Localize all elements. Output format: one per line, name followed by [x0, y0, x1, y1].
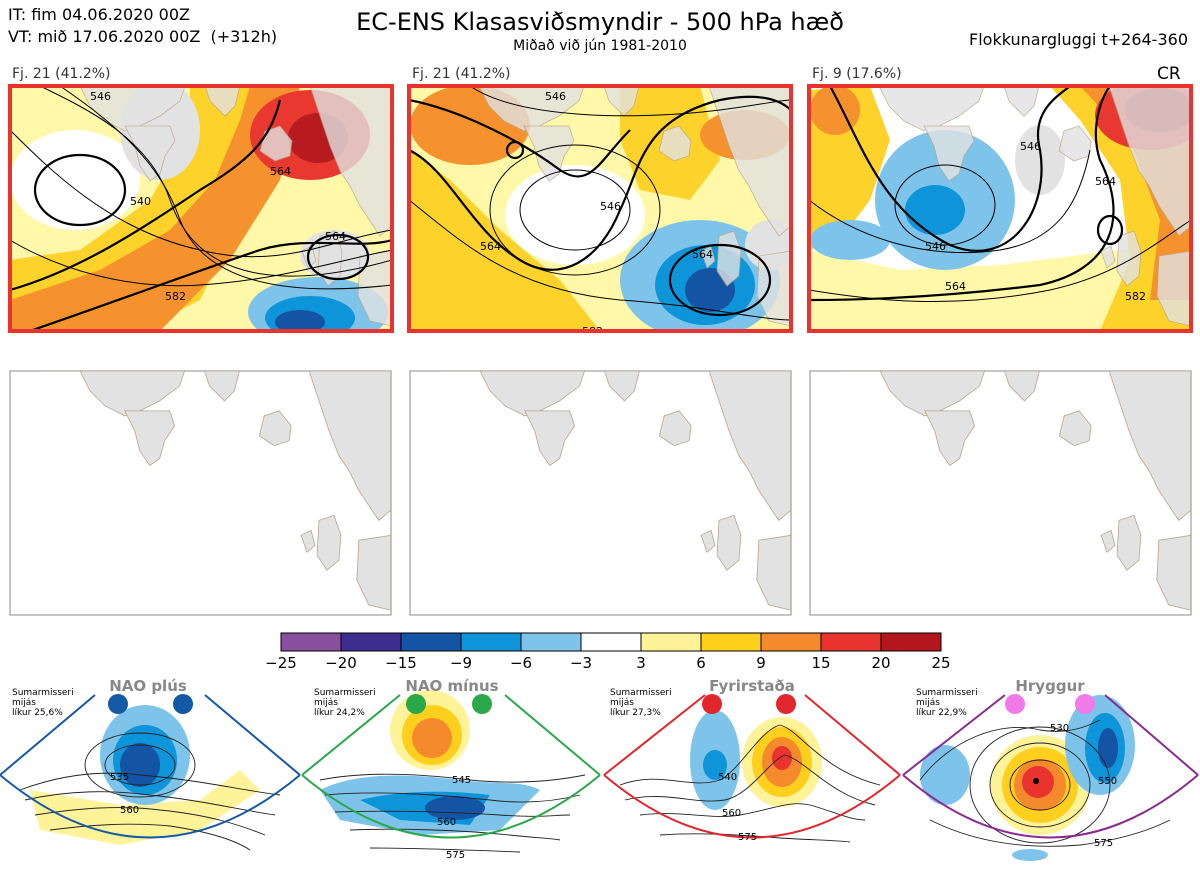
regime-3-title: Fyrirstaða: [709, 677, 795, 695]
colorbar-swatch: [880, 632, 942, 652]
p2-contour-label-a: 546: [545, 90, 566, 103]
colorbar-swatch: [640, 632, 702, 652]
colorbar-tick-label: −20: [325, 654, 357, 672]
colorbar-tick-label: −25: [265, 654, 297, 672]
colorbar-swatch: [460, 632, 522, 652]
cluster-map-3: 546 564 564 582 546: [809, 86, 1191, 331]
colorbar-swatch: [400, 632, 462, 652]
init-time: IT: fim 04.06.2020 00Z: [8, 5, 190, 24]
regime-2-contour-a: 545: [452, 775, 471, 786]
p1-contour-label-b: 564: [270, 165, 291, 178]
regime-4-dot-right: [1075, 694, 1095, 714]
regime-1-info: Sumarmisseri mijás líkur 25,6%: [12, 688, 74, 718]
regime-1-contour-a: 535: [110, 772, 129, 783]
p3-contour-label-e: 546: [1020, 140, 1041, 153]
p3-contour-label-a: 546: [925, 240, 946, 253]
cluster-map-1-frame: [8, 84, 394, 333]
regime-2-info: Sumarmisseri mijás líkur 24,2%: [314, 688, 376, 718]
regime-3-dot-right: [776, 694, 796, 714]
regime-4-contour-a: 530: [1050, 723, 1069, 734]
valid-time: VT: mið 17.06.2020 00Z (+312h): [8, 27, 278, 46]
panel-1-label: Fj. 21 (41.2%): [12, 66, 111, 82]
colorbar-tick-label: −3: [570, 654, 592, 672]
panel-2-label: Fj. 21 (41.2%): [412, 66, 511, 82]
empty-map-3: [809, 370, 1192, 616]
regime-4-contour-c: 575: [1094, 838, 1113, 849]
regime-1-dot-right: [173, 694, 193, 714]
header-dates: IT: fim 04.06.2020 00Z VT: mið 17.06.2020…: [8, 4, 277, 48]
regime-2-contour-c: 575: [446, 850, 465, 861]
colorbar-tick-label: 6: [696, 654, 706, 672]
p3-contour-label-b: 564: [945, 280, 966, 293]
regime-2-contour-b: 560: [437, 817, 456, 828]
regime-nao-plus: NAO plús 535 560: [0, 677, 301, 871]
colorbar-tick-label: −15: [385, 654, 417, 672]
colorbar-swatch: [340, 632, 402, 652]
colorbar-swatch: [280, 632, 342, 652]
regime-4-contour-b: 550: [1098, 776, 1117, 787]
page-subtitle: Miðað við jún 1981-2010: [513, 38, 687, 54]
cluster-map-1: 546 564 582 564 540: [10, 86, 392, 331]
regime-1-title: NAO plús: [109, 677, 187, 695]
colorbar-tick-label: 3: [636, 654, 646, 672]
colorbar-swatch: [520, 632, 582, 652]
regime-blocking: Fyrirstaða 540 560 575: [603, 677, 901, 871]
regime-4-title: Hryggur: [1015, 677, 1085, 695]
regime-2-title: NAO mínus: [405, 677, 498, 695]
regime-3-contour-c: 575: [738, 832, 757, 843]
colorbar-tick-label: 9: [756, 654, 766, 672]
p2-contour-label-b: 546: [600, 200, 621, 213]
p3-contour-label-d: 582: [1125, 290, 1146, 303]
panel-3-regime-tag: CR: [1157, 64, 1181, 84]
colorbar: −25 −20 −15 −9 −6 −3 3 6 9 15 20 25: [265, 632, 951, 672]
colorbar-swatch: [760, 632, 822, 652]
cluster-map-3-frame: [807, 84, 1193, 333]
colorbar-tick-label: 25: [931, 654, 950, 672]
p2-contour-label-d: 564: [692, 248, 713, 261]
regime-3-contour-a: 540: [718, 772, 737, 783]
colorbar-tick-label: −6: [510, 654, 532, 672]
empty-map-2: [409, 370, 792, 616]
page-title: EC-ENS Klasasviðsmyndir - 500 hPa hæð: [356, 8, 844, 36]
colorbar-swatch: [820, 632, 882, 652]
panel-3-label: Fj. 9 (17.6%): [812, 66, 902, 82]
p1-contour-label-e: 540: [130, 195, 151, 208]
regime-1-dot-left: [108, 694, 128, 714]
colorbar-tick-label: 20: [871, 654, 890, 672]
colorbar-swatch: [700, 632, 762, 652]
regime-1-contour-b: 560: [120, 805, 139, 816]
cluster-map-2-frame: [407, 84, 793, 333]
colorbar-tick-label: 15: [811, 654, 830, 672]
regime-4-dot-left: [1005, 694, 1025, 714]
colorbar-tick-label: −9: [450, 654, 472, 672]
empty-map-1: [9, 370, 392, 616]
p2-contour-label-c: 564: [480, 240, 501, 253]
regime-panels: NAO plús 535 560 NAO mínus: [0, 677, 1199, 871]
regime-3-contour-b: 560: [722, 808, 741, 819]
regime-nao-minus: NAO mínus 545 560 575: [301, 677, 601, 871]
classification-window: Flokkunargluggi t+264-360: [969, 30, 1188, 49]
regime-ridge: Hryggur 530 550 575: [902, 677, 1199, 871]
regime-2-dot-left: [406, 694, 426, 714]
p1-contour-label-d: 564: [325, 230, 346, 243]
cluster-map-2: 546 546 564 564 582: [409, 86, 791, 338]
p1-contour-label-c: 582: [165, 290, 186, 303]
regime-4-info: Sumarmisseri mijás líkur 22,9%: [916, 688, 978, 718]
regime-3-dot-left: [702, 694, 722, 714]
regime-2-dot-right: [472, 694, 492, 714]
p3-contour-label-c: 564: [1095, 175, 1116, 188]
colorbar-swatch: [580, 632, 642, 652]
p1-contour-label-a: 546: [90, 90, 111, 103]
regime-3-info: Sumarmisseri mijás líkur 27,3%: [610, 688, 672, 718]
p2-contour-label-e: 582: [582, 325, 603, 338]
